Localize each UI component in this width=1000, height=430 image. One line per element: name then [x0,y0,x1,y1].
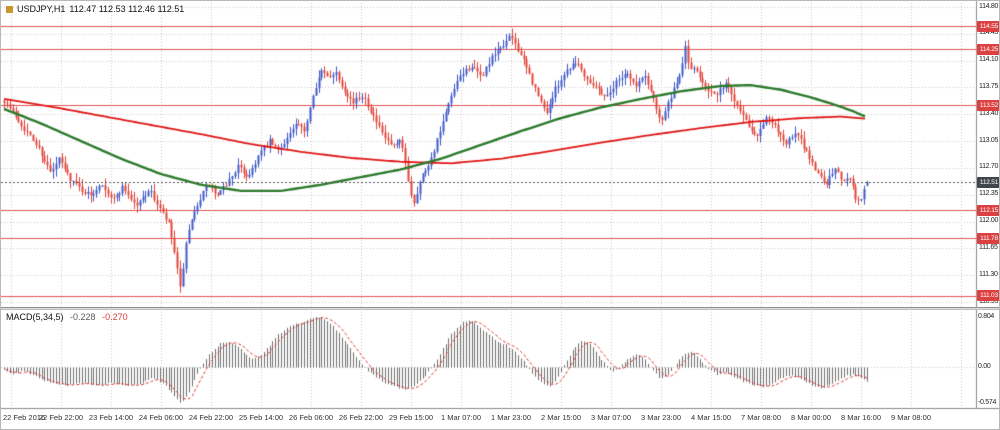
price-tick-label: 113.40 [979,109,999,117]
pane-splitter[interactable] [1,307,999,310]
macd-tick-label: 0.804 [978,312,995,320]
price-level-badge: 112.15 [977,204,999,216]
price-level-badge: 114.25 [977,43,999,55]
macd-signal-label: -0.270 [102,312,128,322]
time-tick-label: 1 Mar 23:00 [490,413,532,422]
chart-symbol-icon [6,5,13,13]
time-tick-label: 7 Mar 08:00 [740,413,782,422]
price-level-badge: 114.55 [977,20,999,32]
price-tick-label: 112.00 [979,217,999,225]
time-tick-label: 3 Mar 07:00 [590,413,632,422]
price-tick-label: 114.10 [979,56,999,64]
time-tick-label: 24 Feb 22:00 [188,413,234,422]
time-tick-label: 26 Feb 22:00 [338,413,384,422]
time-tick-label: 1 Mar 07:00 [440,413,482,422]
time-tick-label: 29 Feb 15:00 [388,413,434,422]
macd-name-label: MACD(5,34,5) [6,312,64,322]
time-tick-label: 8 Mar 16:00 [840,413,882,422]
time-tick-label: 4 Mar 15:00 [690,413,732,422]
macd-tick-label: 0.00 [978,363,991,370]
time-tick-label: 3 Mar 23:00 [640,413,682,422]
time-tick-label: 26 Feb 06:00 [288,413,334,422]
macd-indicator-label: MACD(5,34,5) -0.228 -0.270 [6,312,132,322]
time-tick-label: 9 Mar 08:00 [890,413,932,422]
time-tick-label: 22 Feb 2016 [3,413,46,422]
price-tick-label: 114.45 [979,29,999,37]
price-tick-label: 112.70 [979,163,999,171]
chart-title: USDJPY,H1 112.47 112.53 112.46 112.51 [6,4,184,14]
price-tick-label: 113.05 [979,136,999,144]
indicator-axis[interactable]: 0.804 0.00 -0.574 [977,1,999,429]
price-tick-label: 112.35 [979,190,999,198]
time-tick-label: 24 Feb 06:00 [138,413,184,422]
price-level-badge: 111.03 [977,290,999,302]
price-axis[interactable]: 114.80 114.45 114.10 113.75 113.40 113.05 112.… [977,1,999,409]
time-tick-label: 23 Feb 14:00 [88,413,134,422]
symbol-timeframe-label: USDJPY,H1 [17,4,66,14]
price-level-badge: 113.52 [977,99,999,111]
current-price-badge: 112.51 [977,176,999,188]
price-tick-label: 111.30 [979,270,998,278]
price-tick-label: 114.80 [979,2,999,10]
macd-value-label: -0.228 [70,312,96,322]
price-level-badge: 111.78 [977,232,999,244]
price-tick-label: 113.75 [979,82,999,90]
time-tick-label: 8 Mar 00:00 [790,413,832,422]
ohlc-quote-label: 112.47 112.53 112.46 112.51 [69,4,185,14]
time-tick-label: 25 Feb 14:00 [238,413,284,422]
time-tick-label: 22 Feb 22:00 [38,413,84,422]
macd-tick-label: -0.574 [978,398,997,406]
price-tick-label: 111.65 [979,243,998,251]
time-axis[interactable]: 22 Feb 2016 22 Feb 22:00 23 Feb 14:00 24 Fe… [1,410,977,429]
time-tick-label: 2 Mar 15:00 [540,413,582,422]
